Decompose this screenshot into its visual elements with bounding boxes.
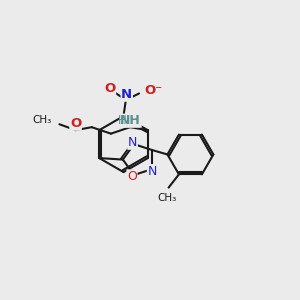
Text: N: N bbox=[147, 165, 157, 178]
Text: N: N bbox=[128, 136, 137, 149]
Text: N: N bbox=[121, 88, 132, 101]
Text: O: O bbox=[104, 82, 116, 95]
Text: H: H bbox=[118, 114, 127, 127]
Text: O⁻: O⁻ bbox=[144, 84, 163, 97]
Text: O: O bbox=[70, 117, 81, 130]
Text: O: O bbox=[127, 170, 137, 183]
Text: CH₃: CH₃ bbox=[32, 115, 51, 125]
Text: CH₃: CH₃ bbox=[158, 193, 177, 203]
Text: NH: NH bbox=[120, 114, 141, 127]
